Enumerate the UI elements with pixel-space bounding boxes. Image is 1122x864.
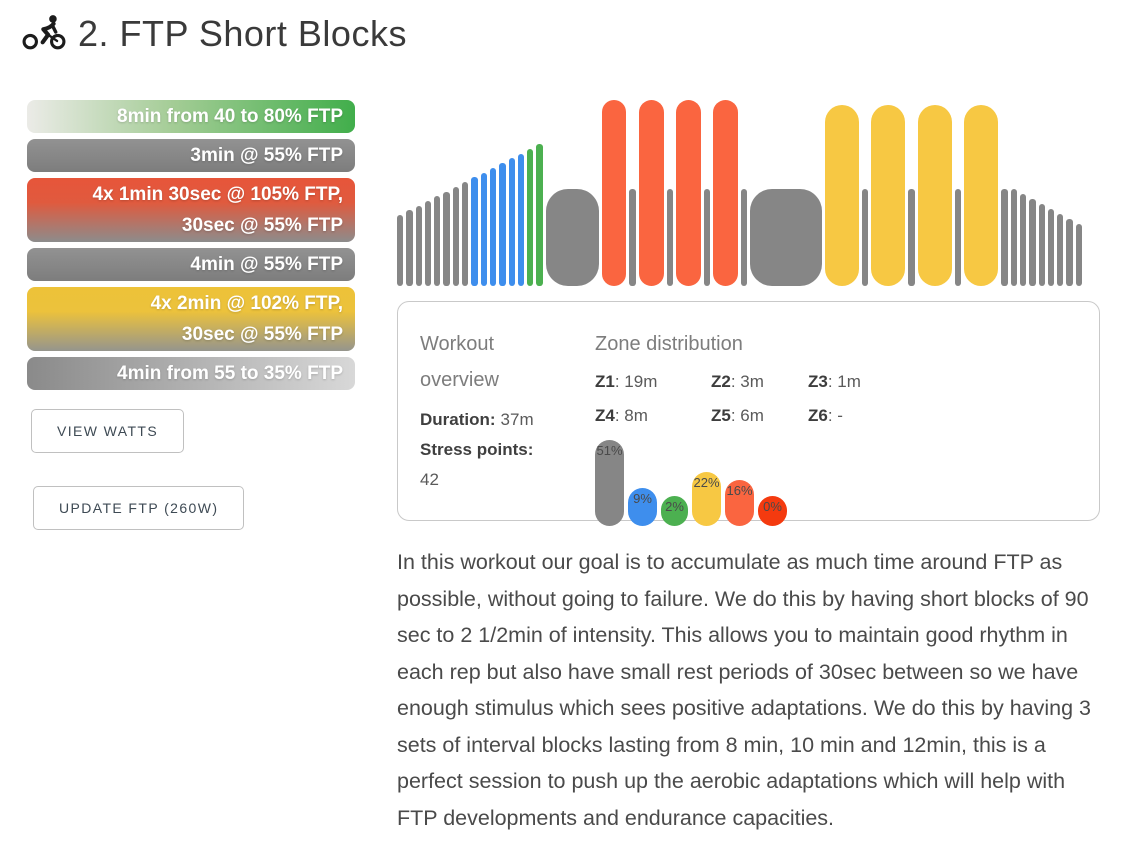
zone-bubble: 22% <box>692 472 721 526</box>
workout-step-label: 3min @ 55% FTP <box>190 145 343 166</box>
chart-bar <box>954 188 962 286</box>
chart-bar <box>406 210 413 286</box>
chart-bar <box>964 105 999 286</box>
view-watts-button[interactable]: VIEW WATTS <box>31 409 185 453</box>
chart-bar <box>397 215 404 286</box>
workout-step: 3min @ 55% FTP <box>27 139 355 172</box>
chart-bar <box>675 100 701 286</box>
chart-bar <box>545 188 599 286</box>
chart-bar <box>434 196 441 286</box>
zone-time: Z5: 6m <box>711 406 764 425</box>
zone-time: Z4: 8m <box>595 406 648 425</box>
zone-bubble: 2% <box>661 496 688 526</box>
chart-bar <box>443 191 450 286</box>
chart-bar <box>861 188 869 286</box>
chart-bar <box>508 158 515 286</box>
chart-bar <box>1066 218 1073 286</box>
chart-bar <box>908 188 915 286</box>
chart-bar <box>871 105 906 286</box>
workout-step-label: 30sec @ 55% FTP <box>181 215 343 236</box>
page-header: 2. FTP Short Blocks <box>22 8 1122 60</box>
workout-step-label: 30sec @ 55% FTP <box>181 324 343 345</box>
chart-bar <box>1010 188 1017 286</box>
zone-distribution-column: Zone distribution Z1: 19m Z2: 3m Z3: 1m Z4:… <box>595 326 1099 526</box>
workout-step: 4x 1min 30sec @ 105% FTP, 30sec @ 55% FTP <box>27 178 355 242</box>
duration-value: 37m <box>500 410 534 429</box>
zone-time: Z3: 1m <box>808 372 861 391</box>
overview-heading: Workout overview <box>420 333 499 391</box>
zone-bubble: 0% <box>758 496 787 526</box>
chart-bar <box>471 177 478 286</box>
chart-bar <box>489 167 497 286</box>
chart-bar <box>629 188 636 286</box>
workout-step-label: 4min @ 55% FTP <box>190 254 343 275</box>
zone-times-grid: Z1: 19m Z2: 3m Z3: 1m Z4: 8m Z5: 6m Z6: - <box>595 365 1099 433</box>
workout-step-label: 4x 2min @ 102% FTP, <box>150 293 343 314</box>
right-column: Workout overview Duration: 37m Stress poi… <box>397 100 1103 858</box>
chart-bar <box>1038 203 1045 286</box>
duration-row: Duration: 37m <box>420 405 595 435</box>
workout-steps-list: 8min from 40 to 80% FTP 3min @ 55% FTP 4x … <box>27 100 355 390</box>
stress-points-label: Stress points: <box>420 440 534 459</box>
chart-bar <box>480 172 487 286</box>
cyclist-icon <box>22 13 66 56</box>
chart-bar <box>499 163 506 286</box>
workout-step: 4x 2min @ 102% FTP, 30sec @ 55% FTP <box>27 287 355 351</box>
left-column: 8min from 40 to 80% FTP 3min @ 55% FTP 4x … <box>27 100 355 858</box>
chart-bar <box>666 188 673 286</box>
zone-time: Z1: 19m <box>595 372 658 391</box>
chart-bar <box>536 144 543 286</box>
chart-bar <box>1047 208 1055 286</box>
chart-bar <box>1057 213 1064 286</box>
chart-bar <box>601 100 627 286</box>
zone-bubble: 51% <box>595 440 624 526</box>
workout-step-label: 4min from 55 to 35% FTP <box>117 363 343 384</box>
chart-bar <box>415 205 422 286</box>
page-title: 2. FTP Short Blocks <box>78 13 407 54</box>
zone-distribution-heading: Zone distribution <box>595 333 743 355</box>
chart-bar <box>713 100 738 286</box>
chart-bar <box>517 153 525 286</box>
zone-time: Z2: 3m <box>711 372 764 391</box>
chart-bar <box>452 186 460 286</box>
workout-step: 8min from 40 to 80% FTP <box>27 100 355 133</box>
chart-bar <box>824 105 859 286</box>
workout-overview-panel: Workout overview Duration: 37m Stress poi… <box>397 301 1100 526</box>
workout-profile-chart <box>397 100 1103 286</box>
chart-bar <box>462 182 469 286</box>
chart-bar <box>703 188 711 286</box>
workout-step: 4min @ 55% FTP <box>27 248 355 281</box>
stress-points-value: 42 <box>420 470 439 489</box>
update-ftp-button[interactable]: UPDATE FTP (260W) <box>33 486 245 530</box>
zone-bubble: 16% <box>725 480 754 526</box>
duration-label: Duration: <box>420 410 496 429</box>
workout-step-label: 4x 1min 30sec @ 105% FTP, <box>92 184 343 205</box>
workout-description: In this workout our goal is to accumulat… <box>397 550 1091 830</box>
stress-points-row: Stress points: 42 <box>420 435 595 495</box>
chart-bar <box>741 188 748 286</box>
zone-bubble-chart: 51% 9% 2% 22% 16% 0% <box>595 440 1099 526</box>
main-layout: 8min from 40 to 80% FTP 3min @ 55% FTP 4x … <box>22 100 1122 858</box>
overview-column: Workout overview Duration: 37m Stress poi… <box>420 326 595 520</box>
chart-bar <box>1019 193 1027 286</box>
chart-bar <box>424 200 432 286</box>
chart-bar <box>1029 198 1036 286</box>
workout-step: 4min from 55 to 35% FTP <box>27 357 355 390</box>
chart-bar <box>638 100 664 286</box>
chart-bar <box>1075 224 1082 286</box>
chart-bar <box>917 105 952 286</box>
chart-bar <box>527 149 534 286</box>
zone-time: Z6: - <box>808 406 843 425</box>
zone-bubble: 9% <box>628 488 657 526</box>
chart-bar <box>1001 188 1008 286</box>
workout-step-label: 8min from 40 to 80% FTP <box>117 106 343 127</box>
chart-bar <box>750 188 822 286</box>
